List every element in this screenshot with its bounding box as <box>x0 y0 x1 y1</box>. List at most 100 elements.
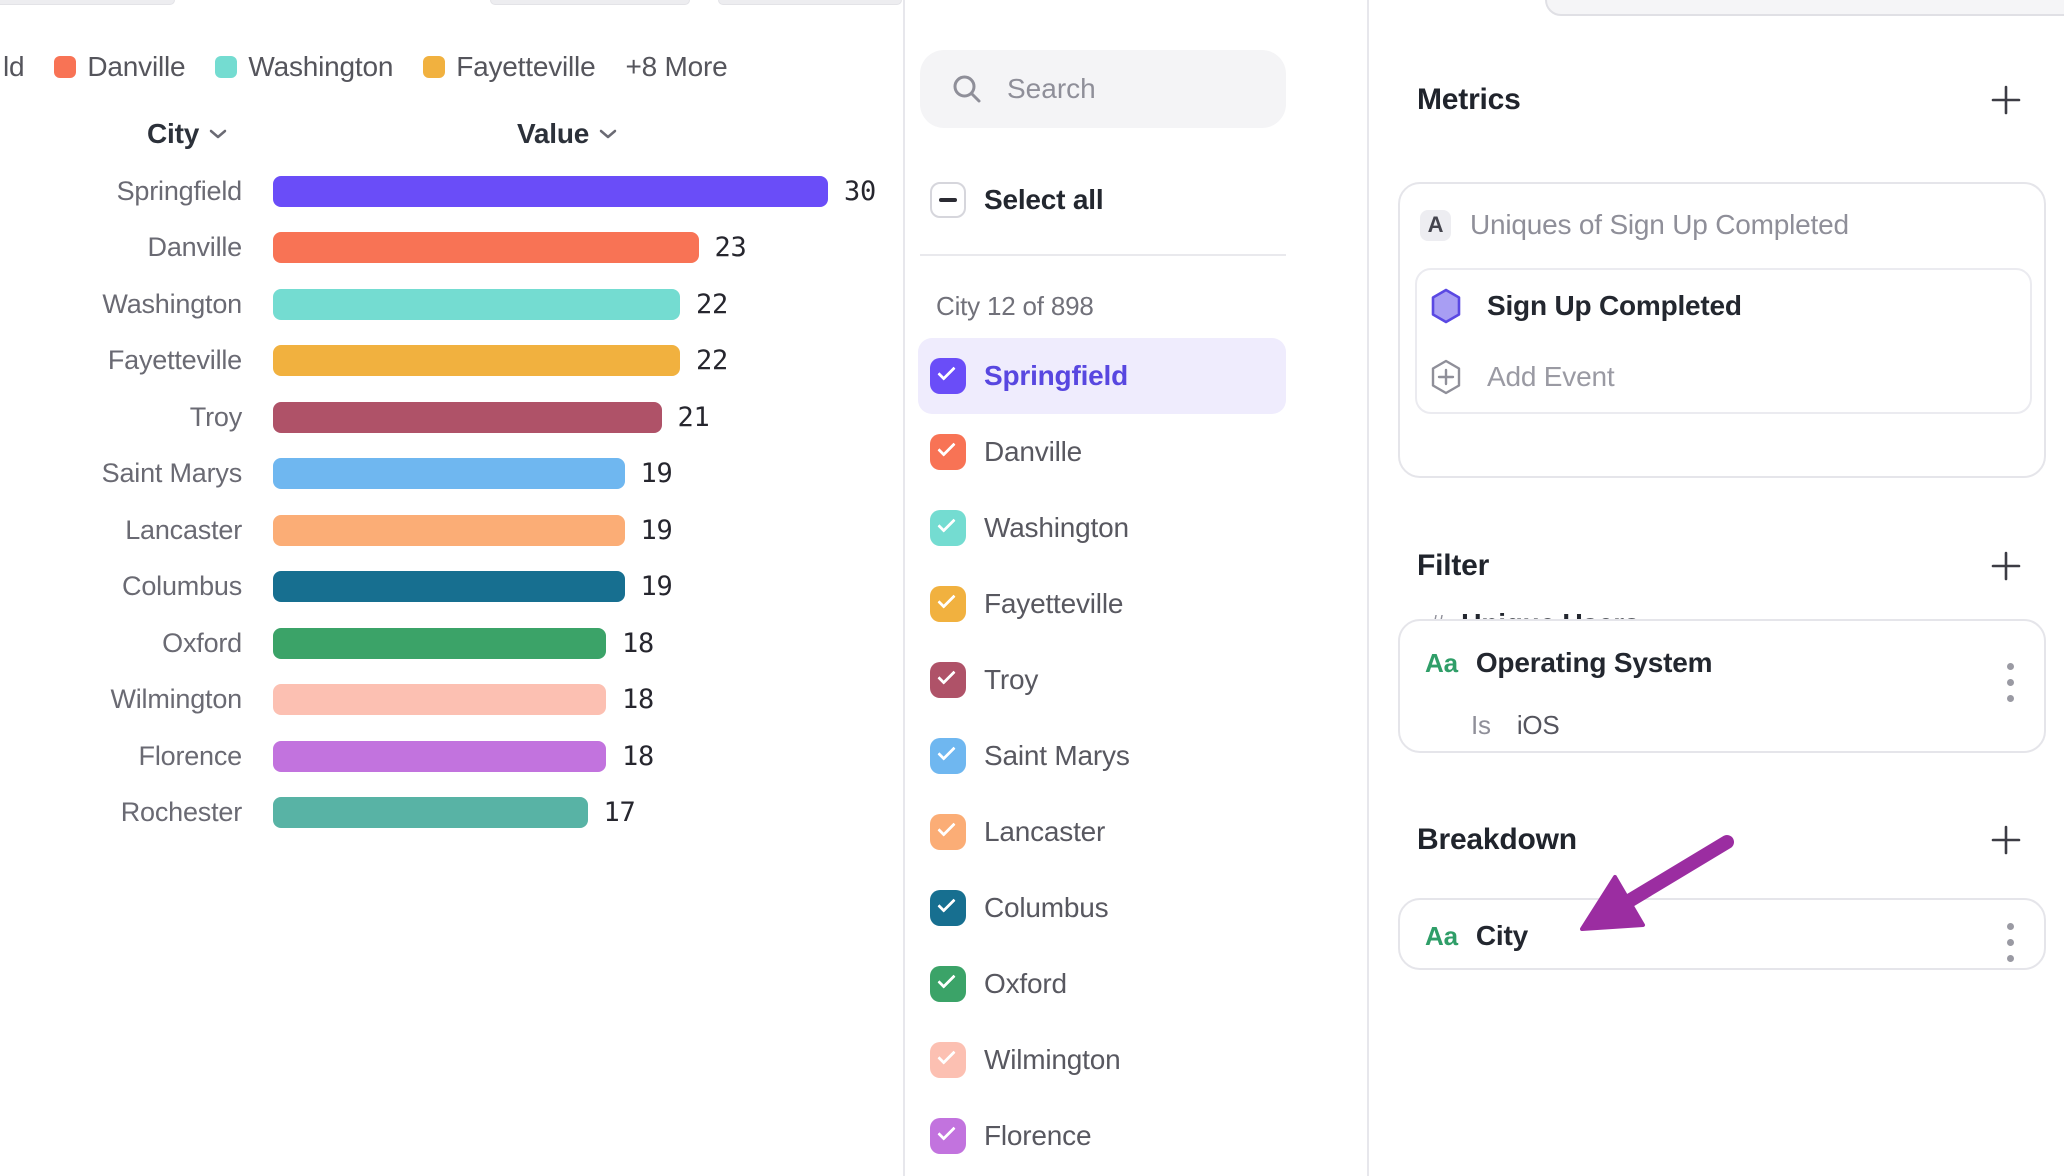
chart-bar[interactable] <box>273 514 625 546</box>
city-list-item-label: Washington <box>984 512 1129 543</box>
breakdown-card: Aa City <box>1398 898 2046 970</box>
chart-row-label: Saint Marys <box>101 458 243 489</box>
city-checkbox[interactable] <box>930 966 966 1002</box>
chart-bar[interactable] <box>273 288 680 320</box>
city-checkbox[interactable] <box>930 1118 966 1154</box>
add-event-label: Add Event <box>1487 360 1615 392</box>
filter-card: Aa Operating System Is iOS <box>1398 619 2046 753</box>
chart-bar[interactable] <box>273 345 680 377</box>
city-list-item[interactable]: Saint Marys <box>918 718 1286 794</box>
filter-property-name: Operating System <box>1475 647 1713 678</box>
legend-item-truncated[interactable]: ld <box>3 51 25 82</box>
breakdown-heading: Breakdown <box>1417 823 1577 856</box>
chart-row-label: Danville <box>147 232 243 263</box>
metric-card: A Uniques of Sign Up Completed Sign Up C… <box>1398 182 2046 639</box>
plus-icon <box>1991 825 2021 855</box>
chart-bar-value: 21 <box>677 401 710 433</box>
event-card: Sign Up Completed Add Event <box>1415 268 2032 414</box>
chart-bar[interactable] <box>273 627 606 659</box>
chart-bar[interactable] <box>273 684 606 716</box>
legend-swatch <box>215 56 238 78</box>
checkmark-icon <box>937 818 956 837</box>
chart-bar[interactable] <box>273 401 662 433</box>
city-list-item[interactable]: Columbus <box>918 870 1286 946</box>
chart-row-label: Fayetteville <box>107 345 242 376</box>
chevron-down-icon <box>209 129 227 139</box>
legend-item[interactable]: Washington <box>215 51 393 83</box>
city-list-item[interactable]: Wilmington <box>918 1022 1286 1098</box>
legend-swatch <box>423 56 446 78</box>
city-list-item[interactable]: Danville <box>918 414 1286 490</box>
city-list-item[interactable]: Washington <box>918 490 1286 566</box>
city-checkbox[interactable] <box>930 1042 966 1078</box>
query-inspector-pane: Metrics A Uniques of Sign Up Completed S… <box>1367 0 2064 1176</box>
add-metric-button[interactable] <box>1988 82 2024 118</box>
chart-bar[interactable] <box>273 797 588 829</box>
city-list-item-label: Troy <box>984 664 1039 695</box>
city-checkbox[interactable] <box>930 814 966 850</box>
search-input[interactable] <box>1007 73 1257 105</box>
search-box[interactable] <box>920 50 1286 128</box>
checkmark-icon <box>937 1122 956 1141</box>
chart-legend: ld Danville Washington Fayetteville +8 Mor… <box>3 51 728 83</box>
column-header-value[interactable]: Value <box>517 118 617 150</box>
city-checkbox-list: Springfield Danville Washington Fayettevill… <box>918 338 1286 1174</box>
legend-more-button[interactable]: +8 More <box>625 51 728 82</box>
chart-row: Lancaster 19 <box>0 502 903 559</box>
city-checkbox[interactable] <box>930 510 966 546</box>
chart-bar[interactable] <box>273 740 606 772</box>
chart-row: Wilmington 18 <box>0 672 903 729</box>
chart-bar[interactable] <box>273 175 828 207</box>
search-icon <box>953 75 981 103</box>
city-list-item[interactable]: Lancaster <box>918 794 1286 870</box>
filter-more-menu[interactable] <box>2003 659 2018 706</box>
city-list-item-label: Wilmington <box>984 1044 1121 1075</box>
city-list-item-label: Fayetteville <box>984 588 1124 619</box>
filter-heading: Filter <box>1417 549 1490 582</box>
chart-row: Fayetteville 22 <box>0 333 903 390</box>
breakdown-property-row[interactable]: Aa City <box>1425 900 1528 972</box>
breakdown-property-name: City <box>1475 920 1528 951</box>
chart-bar[interactable] <box>273 571 625 603</box>
chart-bar[interactable] <box>273 458 625 490</box>
legend-item[interactable]: Danville <box>54 51 186 83</box>
city-checkbox[interactable] <box>930 890 966 926</box>
city-list-item[interactable]: Florence <box>918 1098 1286 1174</box>
city-checkbox[interactable] <box>930 662 966 698</box>
chart-bar-value: 18 <box>622 627 655 659</box>
chevron-down-icon <box>599 129 617 139</box>
city-checkbox[interactable] <box>930 434 966 470</box>
add-breakdown-button[interactable] <box>1988 822 2024 858</box>
chart-row: Rochester 17 <box>0 785 903 842</box>
legend-swatch <box>54 56 77 78</box>
city-list-item[interactable]: Springfield <box>918 338 1286 414</box>
checkmark-icon <box>937 590 956 609</box>
checkmark-icon <box>937 362 956 381</box>
chart-bar[interactable] <box>273 232 699 264</box>
add-event-row[interactable]: Add Event <box>1417 341 2030 412</box>
select-all-checkbox[interactable] <box>930 182 966 218</box>
city-list-item[interactable]: Oxford <box>918 946 1286 1022</box>
filter-value: iOS <box>1516 709 1560 740</box>
city-checkbox[interactable] <box>930 586 966 622</box>
city-checkbox[interactable] <box>930 358 966 394</box>
filter-operator: Is <box>1471 709 1491 740</box>
filter-condition-row[interactable]: Is iOS <box>1471 710 1560 740</box>
city-list-item[interactable]: Fayetteville <box>918 566 1286 642</box>
column-header-city[interactable]: City <box>147 118 227 150</box>
pane-divider <box>1367 0 1369 1176</box>
city-list-item-label: Saint Marys <box>984 740 1130 771</box>
city-checkbox[interactable] <box>930 738 966 774</box>
city-list-item[interactable]: Troy <box>918 642 1286 718</box>
chart-row-label: Troy <box>189 401 242 432</box>
breakdown-chart-pane: ld Danville Washington Fayetteville +8 Mor… <box>0 0 903 1176</box>
breakdown-more-menu[interactable] <box>2003 919 2018 966</box>
chart-bar-value: 18 <box>622 684 655 716</box>
event-row[interactable]: Sign Up Completed <box>1417 270 2030 341</box>
legend-item[interactable]: Fayetteville <box>423 51 596 83</box>
chart-bar-value: 18 <box>622 740 655 772</box>
filter-property-row[interactable]: Aa Operating System <box>1425 641 1712 685</box>
add-filter-button[interactable] <box>1988 548 2024 584</box>
segmented-control-cutoff[interactable] <box>1545 0 2064 16</box>
select-all-row[interactable]: Select all <box>930 182 1104 218</box>
